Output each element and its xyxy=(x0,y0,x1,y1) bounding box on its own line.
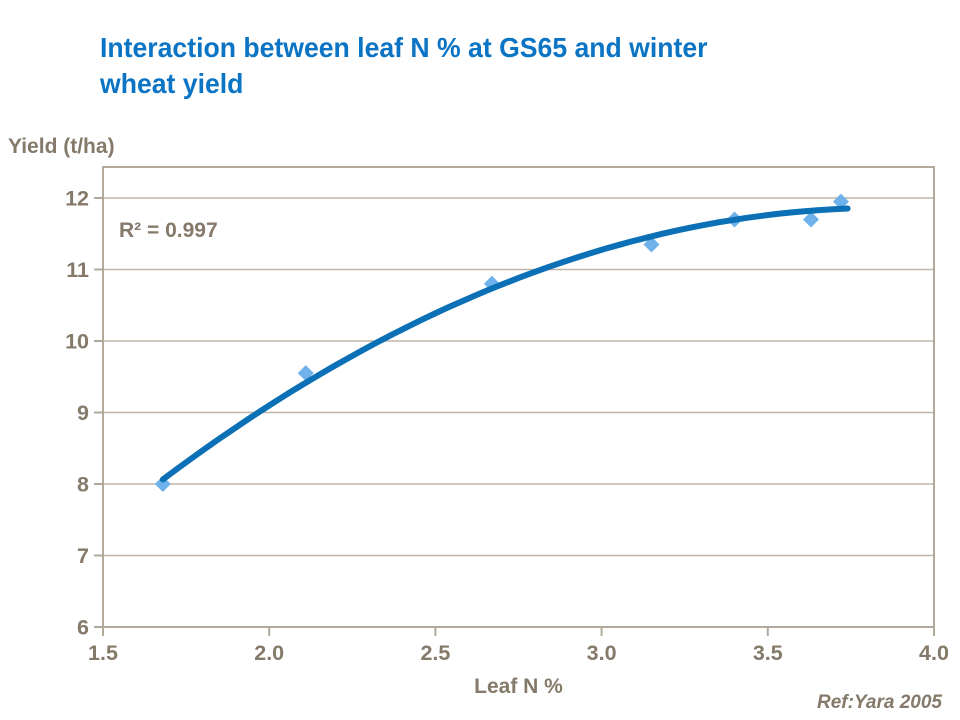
x-tick-label: 3.0 xyxy=(587,641,617,665)
y-tick-label: 9 xyxy=(77,401,89,425)
x-axis-title: Leaf N % xyxy=(474,675,563,698)
r-squared-annotation: R² = 0.997 xyxy=(119,219,218,242)
x-tick-label: 1.5 xyxy=(88,641,118,665)
data-point-marker xyxy=(832,193,849,210)
y-tick-label: 8 xyxy=(77,473,89,497)
data-point-marker xyxy=(803,211,820,228)
trendline-path xyxy=(159,205,851,483)
y-tick-label: 10 xyxy=(65,330,89,354)
reference-note: Ref:Yara 2005 xyxy=(817,692,942,713)
chart-title-line-2: wheat yield xyxy=(100,68,244,99)
x-tick-label: 2.5 xyxy=(420,641,450,665)
y-tick-label: 12 xyxy=(65,187,89,211)
y-axis-title: Yield (t/ha) xyxy=(8,135,115,158)
y-tick-label: 6 xyxy=(77,616,89,640)
x-tick-label: 4.0 xyxy=(919,641,949,665)
x-tick-label: 3.5 xyxy=(753,641,783,665)
y-tick-label: 7 xyxy=(77,544,89,568)
y-tick-label: 11 xyxy=(66,258,89,282)
plot-frame xyxy=(102,166,935,628)
chart-title-line-1: Interaction between leaf N % at GS65 and… xyxy=(100,32,708,63)
x-tick-label: 2.0 xyxy=(254,641,284,665)
chart-title: Interaction between leaf N % at GS65 and… xyxy=(100,30,860,102)
